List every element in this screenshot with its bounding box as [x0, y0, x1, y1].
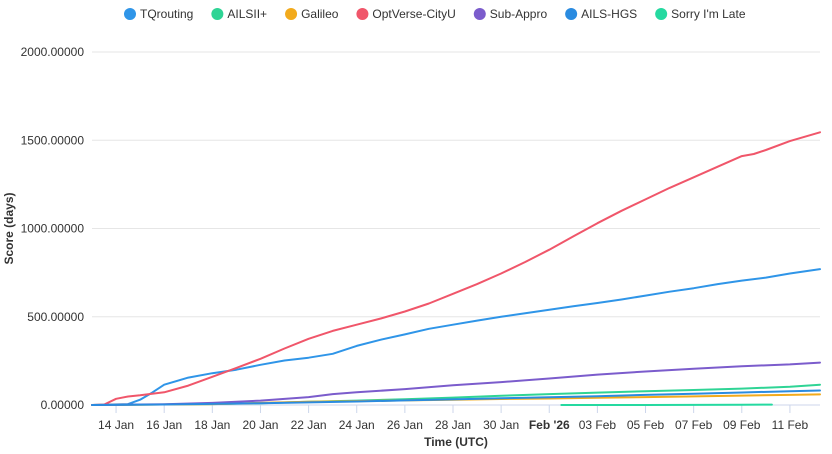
legend-marker-icon: [356, 8, 369, 20]
x-tick-label: 26 Jan: [387, 418, 423, 432]
legend-marker-icon: [285, 8, 298, 20]
legend-item[interactable]: Sorry I'm Late: [655, 7, 746, 21]
legend-item[interactable]: Sub-Appro: [473, 7, 548, 21]
legend-item[interactable]: TQrouting: [124, 7, 193, 21]
x-tick-label: 22 Jan: [291, 418, 327, 432]
x-tick-label: 11 Feb: [772, 418, 809, 432]
legend-label: AILSII+: [227, 7, 267, 21]
x-tick-label: Feb '26: [529, 418, 570, 432]
y-axis: 0.00000 500.00000 1000.00000 1500.00000 2000…: [21, 45, 85, 412]
x-tick-label: 03 Feb: [579, 418, 617, 432]
y-tick-label: 1500.00000: [21, 133, 85, 147]
x-tick-label: 20 Jan: [242, 418, 278, 432]
gridlines: [92, 51, 820, 318]
series-line-tqrouting[interactable]: [91, 268, 821, 406]
y-tick-label: 2000.00000: [21, 45, 85, 59]
y-tick-label: 0.00000: [41, 398, 85, 412]
legend-label: Galileo: [301, 7, 339, 21]
x-tick-label: 07 Feb: [675, 418, 713, 432]
series-line-ailsii-[interactable]: [91, 383, 821, 406]
y-axis-title: Score (days): [2, 192, 16, 264]
x-axis: 14 Jan 16 Jan 18 Jan 20 Jan 22 Jan 24 Jan 26 J…: [92, 404, 820, 432]
legend-label: OptVerse-CityU: [372, 7, 455, 21]
plot-area: [91, 131, 821, 406]
x-tick-label: 28 Jan: [435, 418, 471, 432]
legend-item[interactable]: OptVerse-CityU: [356, 7, 456, 21]
x-tick-label: 18 Jan: [194, 418, 230, 432]
x-tick-label: 09 Feb: [723, 418, 761, 432]
legend-label: Sub-Appro: [490, 7, 548, 21]
legend-marker-icon: [655, 8, 668, 20]
legend-label: Sorry I'm Late: [671, 7, 746, 21]
y-tick-label: 500.00000: [27, 310, 84, 324]
legend-label: TQrouting: [140, 7, 193, 21]
legend: TQrouting AILSII+ Galileo OptVerse-CityU Sub…: [124, 7, 746, 21]
x-axis-title: Time (UTC): [424, 435, 488, 449]
legend-marker-icon: [211, 8, 224, 20]
series-line-optverse-cityu[interactable]: [91, 131, 821, 406]
legend-marker-icon: [124, 8, 136, 20]
x-tick-label: 30 Jan: [483, 418, 519, 432]
x-tick-label: 24 Jan: [339, 418, 375, 432]
series-line-ails-hgs[interactable]: [91, 389, 821, 406]
x-tick-label: 05 Feb: [627, 418, 665, 432]
legend-marker-icon: [473, 8, 486, 20]
legend-item[interactable]: AILS-HGS: [565, 7, 637, 21]
legend-marker-icon: [565, 8, 578, 20]
series-line-sub-appro[interactable]: [91, 361, 821, 406]
legend-label: AILS-HGS: [581, 7, 637, 21]
x-tick-label: 14 Jan: [98, 418, 134, 432]
legend-item[interactable]: AILSII+: [211, 7, 267, 21]
y-tick-label: 1000.00000: [21, 222, 85, 236]
x-tick-label: 16 Jan: [146, 418, 182, 432]
legend-item[interactable]: Galileo: [285, 7, 339, 21]
